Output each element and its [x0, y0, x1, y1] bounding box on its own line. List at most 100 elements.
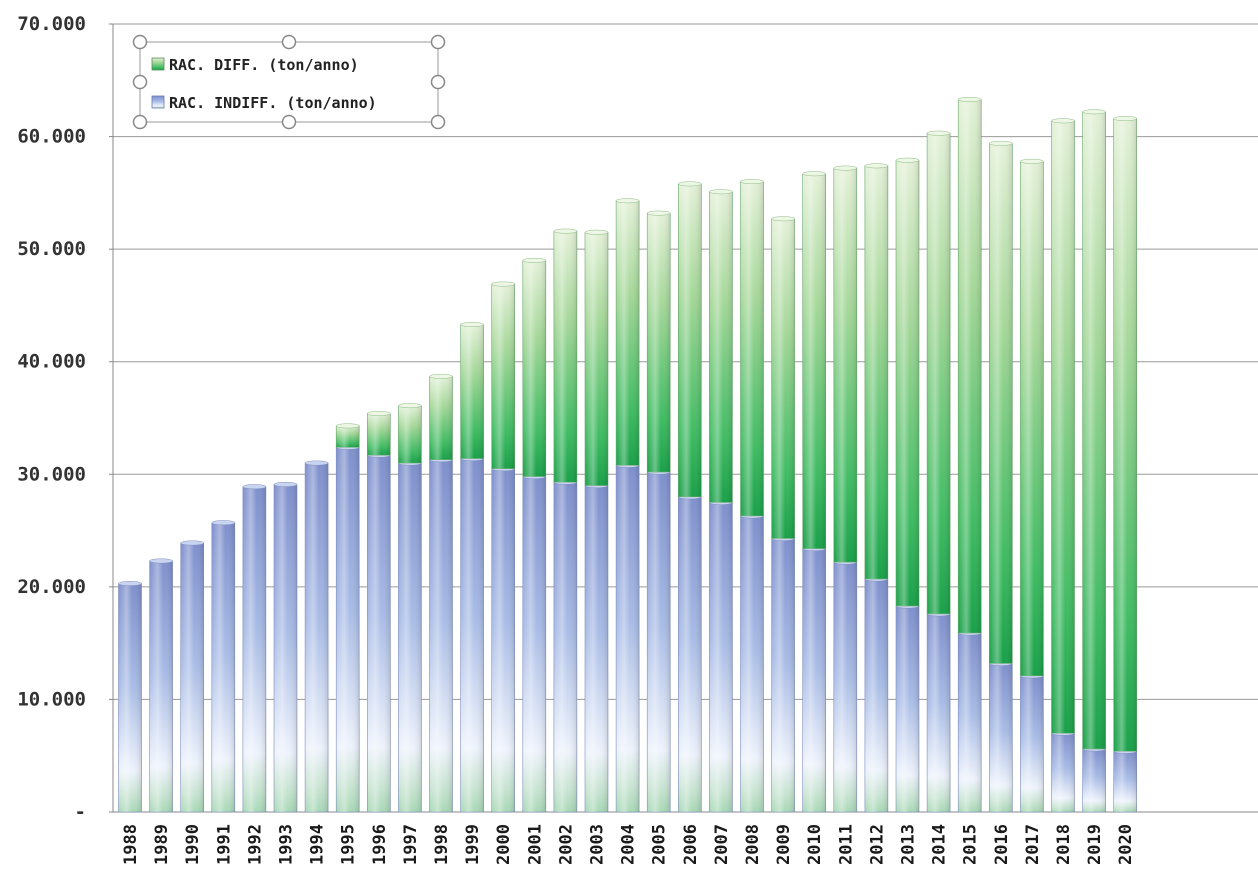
bar-indiff-cap-1988: [118, 581, 142, 586]
x-tick-label: 2016: [992, 824, 1012, 865]
bar-diff-cap-2004: [615, 198, 640, 204]
bar-indiff-sheen-2007: [709, 502, 733, 812]
bar-indiff-sheen-2014: [927, 613, 951, 812]
bar-indiff-sheen-1990: [180, 542, 204, 812]
bar-diff-cap-2019: [1082, 109, 1106, 115]
bar-diff-cap-2003: [584, 229, 609, 235]
bar-indiff-sheen-2003: [585, 485, 608, 812]
x-tick-label: 1994: [308, 824, 328, 865]
resize-handle-top-middle[interactable]: [281, 34, 297, 50]
x-tick-label: 2018: [1054, 824, 1074, 865]
bar-diff-cap-2000: [491, 281, 515, 287]
x-tick-label: 2010: [805, 824, 825, 865]
bar-diff-cap-2006: [678, 181, 702, 187]
x-tick-label: 2013: [899, 824, 919, 865]
x-tick-label: 2005: [650, 824, 670, 865]
bar-group-2005: [646, 210, 671, 813]
bar-diff-sheen-1995: [336, 425, 360, 448]
bar-diff-cap-2014: [926, 130, 951, 136]
bar-group-1994: [304, 460, 329, 813]
bar-diff-sheen-1999: [460, 324, 484, 459]
bar-indiff-sheen-2019: [1082, 748, 1106, 812]
resize-handle-bottom-left[interactable]: [132, 114, 148, 130]
bar-diff-cap-2007: [709, 189, 733, 195]
y-tick-label: 30.000: [17, 463, 86, 485]
y-tick-label: 20.000: [17, 576, 86, 598]
y-tick-labels: - 10.000 20.000 30.000 40.000 50.000 60.000 70.…: [17, 13, 86, 823]
legend-label-diff: RAC. DIFF. (ton/anno): [169, 56, 359, 74]
x-tick-label: 2008: [743, 824, 763, 865]
x-tick-label: 1999: [463, 824, 483, 865]
resize-handle-bottom-right[interactable]: [430, 114, 446, 130]
bar-diff-sheen-2009: [771, 218, 795, 539]
legend-entry-indiff: RAC. INDIFF. (ton/anno): [151, 94, 377, 112]
bar-indiff-sheen-2015: [958, 633, 982, 812]
bar-diff-sheen-1998: [429, 376, 453, 460]
bar-indiff-sheen-2008: [740, 515, 764, 812]
bar-group-2020: [1113, 116, 1137, 813]
resize-handle-middle-left[interactable]: [132, 74, 148, 90]
x-tick-label: 1996: [370, 824, 390, 865]
bar-group-1999: [460, 322, 484, 813]
bar-indiff-sheen-2012: [864, 578, 888, 812]
bar-indiff-sheen-2020: [1113, 751, 1137, 812]
bar-diff-sheen-2007: [709, 191, 733, 503]
bar-group-2014: [926, 130, 951, 813]
bar-indiff-sheen-1995: [336, 447, 360, 812]
bar-diff-sheen-2012: [864, 165, 888, 579]
bar-indiff-sheen-2000: [491, 468, 515, 812]
bar-indiff-sheen-1989: [149, 560, 173, 812]
bar-diff-cap-2013: [895, 157, 920, 163]
bar-diff-cap-2001: [522, 257, 547, 263]
bar-group-2007: [709, 189, 733, 813]
y-tick-label: 50.000: [17, 238, 86, 260]
legend-resize-handles[interactable]: [132, 34, 446, 130]
bars: [118, 96, 1137, 813]
bar-group-2013: [895, 157, 920, 813]
resize-handle-middle-right[interactable]: [430, 74, 446, 90]
bar-diff-cap-2008: [740, 179, 764, 185]
bar-group-2009: [771, 216, 795, 813]
bar-diff-cap-2017: [1020, 158, 1044, 164]
bar-indiff-cap-1992: [242, 484, 267, 490]
bar-indiff-sheen-2016: [989, 663, 1013, 812]
bar-indiff-sheen-1992: [242, 486, 266, 812]
x-tick-label: 2004: [619, 824, 639, 865]
bar-diff-sheen-2016: [989, 143, 1013, 664]
bar-diff-sheen-2001: [522, 260, 546, 477]
bar-indiff-sheen-2006: [678, 496, 702, 812]
bar-diff-cap-1997: [398, 403, 422, 409]
bar-indiff-cap-1994: [304, 460, 329, 466]
x-tick-label: 1995: [339, 824, 359, 865]
bar-indiff-sheen-2011: [833, 562, 857, 812]
bar-diff-cap-2015: [957, 96, 982, 102]
bar-diff-cap-2018: [1051, 118, 1075, 124]
bar-group-1996: [366, 411, 391, 813]
bar-group-2004: [615, 198, 640, 813]
legend-box[interactable]: [139, 41, 439, 123]
resize-handle-bottom-middle[interactable]: [281, 114, 297, 130]
x-tick-label: 2011: [836, 824, 856, 865]
resize-handle-top-right[interactable]: [430, 34, 446, 50]
legend-swatch-indiff: [151, 95, 165, 109]
bar-indiff-sheen-1994: [305, 463, 329, 812]
bar-indiff-sheen-1998: [429, 459, 453, 812]
bar-diff-cap-2002: [553, 228, 578, 234]
x-tick-label: 1989: [152, 824, 172, 865]
x-tick-label: 1991: [214, 824, 234, 865]
resize-handle-top-left[interactable]: [132, 34, 148, 50]
bar-diff-cap-1996: [367, 411, 391, 416]
legend[interactable]: RAC. DIFF. (ton/anno) RAC. INDIFF. (ton/…: [132, 34, 446, 130]
bar-diff-sheen-2011: [833, 168, 857, 563]
x-tick-label: 2000: [494, 824, 514, 865]
x-tick-labels: 1988 1989 1990 1991 1992 1993 1994 1995 1996 1997…: [121, 824, 1136, 865]
bar-diff-cap-2010: [802, 171, 826, 177]
bar-indiff-cap-1991: [211, 520, 236, 526]
x-tick-label: 1988: [121, 824, 141, 865]
bar-group-2017: [1020, 158, 1044, 813]
bar-group-2012: [864, 163, 889, 813]
bar-diff-cap-2011: [833, 165, 858, 171]
x-tick-label: 2002: [556, 824, 576, 865]
bar-indiff-cap-1993: [273, 481, 298, 487]
bar-group-1991: [211, 520, 236, 813]
